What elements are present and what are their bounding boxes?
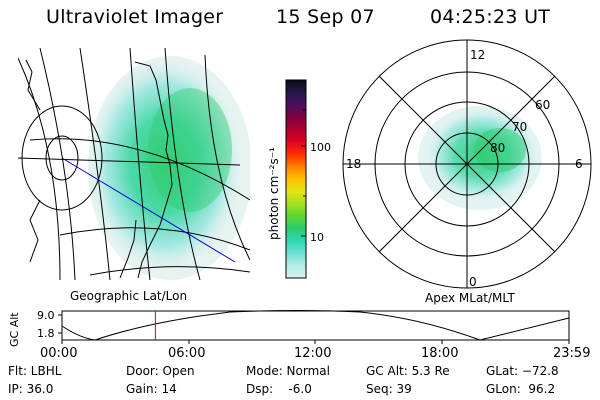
colorbar-ticks: [301, 109, 306, 237]
orbit-altitude-curve: [61, 310, 570, 341]
mlt-label-18: 18: [346, 157, 361, 171]
orbit-xticks: [61, 340, 570, 344]
orbit-ytick-1.8: 1.8: [37, 327, 55, 340]
orbit-xtick-0000: 00:00: [40, 346, 78, 361]
orbit-xtick-0600: 06:00: [168, 346, 206, 361]
colorbar-label: photon cm⁻²s⁻¹: [267, 147, 281, 240]
geo-aurora: [87, 57, 243, 273]
orbit-xtick-1200: 12:00: [294, 346, 332, 361]
polar-aurora-core: [474, 128, 526, 172]
time-label: 04:25:23 UT: [430, 6, 551, 28]
geo-panel-label: Geographic Lat/Lon: [70, 289, 187, 303]
orbit-strip: [58, 310, 570, 344]
polar-grid: [342, 39, 592, 289]
polar-map: [418, 106, 542, 210]
colorbar: [285, 79, 307, 279]
polar-panel-label: Apex MLat/MLT: [425, 291, 515, 305]
orbit-xtick-1800: 18:00: [421, 346, 459, 361]
info-glat: GLat: −72.8: [486, 364, 559, 378]
geo-sun-line: [18, 157, 241, 166]
info-ip: IP: 36.0: [8, 382, 54, 396]
orbit-ylabel: GC Alt: [8, 312, 21, 347]
info-gc-alt: GC Alt: 5.3 Re: [366, 364, 450, 378]
orbit-frame: [61, 310, 570, 341]
orbit-xtick-2359: 23:59: [553, 346, 591, 361]
info-mode: Mode: Normal: [246, 364, 330, 378]
colorbar-tick-10: 10: [310, 231, 324, 244]
colorbar-tick-100: 100: [310, 141, 331, 154]
geo-coastline: [25, 59, 173, 279]
mlat-label-80: 80: [490, 141, 505, 155]
info-door: Door: Open: [126, 364, 195, 378]
date-label: 15 Sep 07: [276, 6, 375, 28]
geo-aurora-core: [148, 88, 232, 212]
geo-map: [18, 48, 250, 280]
instrument-title: Ultraviolet Imager: [46, 6, 224, 28]
mlt-label-12: 12: [470, 48, 485, 62]
geo-terminator-line: [61, 157, 236, 263]
mlat-label-60: 60: [535, 98, 550, 112]
mlat-label-70: 70: [512, 120, 527, 134]
mlt-label-0: 0: [469, 275, 477, 289]
info-flt: Flt: LBHL: [8, 364, 62, 378]
mlt-label-6: 6: [575, 157, 583, 171]
orbit-yticks: [58, 314, 62, 334]
info-gain: Gain: 14: [126, 382, 177, 396]
info-glon: GLon: 96.2: [486, 382, 556, 396]
orbit-ytick-9: 9.0: [37, 309, 55, 322]
info-dsp: Dsp: -6.0: [246, 382, 312, 396]
info-seq: Seq: 39: [366, 382, 412, 396]
